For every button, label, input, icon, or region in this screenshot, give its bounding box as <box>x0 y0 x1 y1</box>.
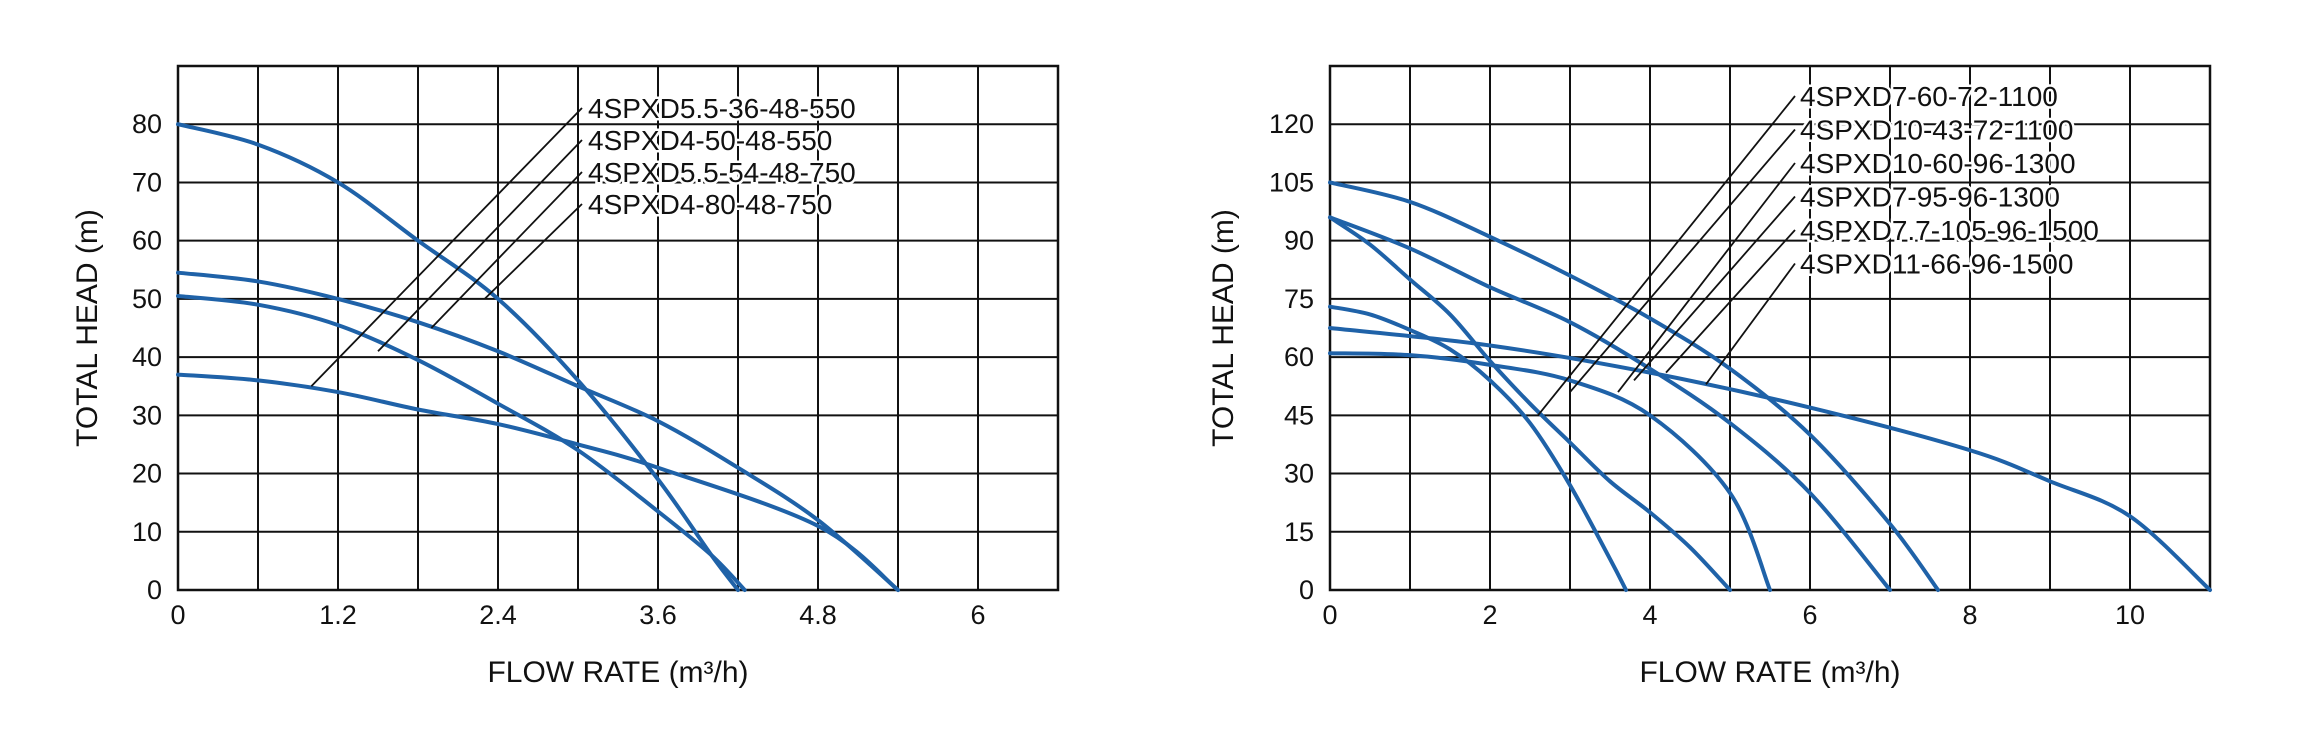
x-tick-label: 10 <box>2115 600 2145 630</box>
x-tick-label: 0 <box>170 600 185 630</box>
legend-label: 4SPXD4-80-48-750 <box>588 189 832 220</box>
x-tick-label: 4 <box>1642 600 1657 630</box>
x-tick-label: 8 <box>1962 600 1977 630</box>
legend-label: 4SPXD5.5-36-48-550 <box>588 93 856 124</box>
leader-line <box>1617 162 1796 393</box>
y-tick-label: 10 <box>132 517 162 547</box>
leader-line <box>377 139 583 352</box>
y-tick-label: 20 <box>132 459 162 489</box>
x-tick-label: 2.4 <box>479 600 517 630</box>
y-tick-label: 90 <box>1284 226 1314 256</box>
curve-4SPXD7-95-96-1300 <box>1328 215 1732 592</box>
leader-line <box>1537 95 1796 416</box>
curve-4SPXD4-50-48-550 <box>176 372 900 592</box>
curve-4SPXD11-66-96-1500 <box>1328 326 2212 592</box>
y-tick-label: 120 <box>1269 109 1314 139</box>
y-tick-label: 30 <box>1284 459 1314 489</box>
y-tick-label: 75 <box>1284 284 1314 314</box>
legend-label: 4SPXD5.5-54-48-750 <box>588 157 856 188</box>
curve-4SPXD10-43-72-1100 <box>1328 351 1772 592</box>
y-tick-label: 50 <box>132 284 162 314</box>
legend-label: 4SPXD7-95-96-1300 <box>1800 182 2060 213</box>
y-tick-label: 70 <box>132 167 162 197</box>
y-tick-label: 60 <box>132 226 162 256</box>
x-tick-label: 6 <box>1802 600 1817 630</box>
legend-label: 4SPXD7-60-72-1100 <box>1800 81 2058 112</box>
legend-label: 4SPXD11-66-96-1500 <box>1800 249 2073 280</box>
leader-line <box>1633 195 1796 381</box>
legend-label: 4SPXD7.7-105-96-1500 <box>1800 215 2099 246</box>
x-tick-label: 3.6 <box>639 600 677 630</box>
y-tick-label: 105 <box>1269 167 1314 197</box>
x-axis-title: FLOW RATE (m³/h) <box>487 656 748 689</box>
curve-4SPXD4-80-48-750 <box>176 293 747 592</box>
leader-line <box>1569 128 1796 393</box>
curve-4SPXD7-60-72-1100 <box>1328 304 1628 592</box>
leader-line <box>310 107 583 387</box>
curve-4SPXD7.7-105-96-1500 <box>1328 180 1940 592</box>
legend-label: 4SPXD10-60-96-1300 <box>1800 148 2076 179</box>
leader-line <box>430 171 583 329</box>
y-tick-label: 80 <box>132 109 162 139</box>
y-tick-label: 0 <box>147 575 162 605</box>
leader-line <box>1665 229 1796 374</box>
x-tick-label: 2 <box>1482 600 1497 630</box>
x-tick-label: 6 <box>970 600 985 630</box>
leader-line <box>484 203 583 300</box>
leader-line <box>1705 262 1796 385</box>
chart-left: 4SPXD5.5-36-48-5504SPXD4-50-48-5504SPXD5… <box>71 64 1060 689</box>
y-tick-label: 40 <box>132 342 162 372</box>
y-tick-label: 0 <box>1299 575 1314 605</box>
curve-4SPXD10-60-96-1300 <box>1328 215 1892 592</box>
curve-4SPXD5.5-36-48-550 <box>176 122 740 592</box>
legend-label: 4SPXD4-50-48-550 <box>588 125 832 156</box>
curve-4SPXD5.5-54-48-750 <box>176 270 900 592</box>
y-tick-label: 15 <box>1284 517 1314 547</box>
plot-frame <box>176 64 1060 592</box>
y-tick-label: 45 <box>1284 400 1314 430</box>
y-tick-label: 30 <box>132 400 162 430</box>
y-axis-title: TOTAL HEAD (m) <box>1207 209 1240 447</box>
x-tick-label: 4.8 <box>799 600 837 630</box>
x-axis-title: FLOW RATE (m³/h) <box>1639 656 1900 689</box>
x-tick-label: 1.2 <box>319 600 357 630</box>
chart-right: 4SPXD7-60-72-11004SPXD10-43-72-11004SPXD… <box>1207 64 2212 689</box>
y-tick-label: 60 <box>1284 342 1314 372</box>
legend-label: 4SPXD10-43-72-1100 <box>1800 115 2073 146</box>
x-tick-label: 0 <box>1322 600 1337 630</box>
y-axis-title: TOTAL HEAD (m) <box>71 209 104 447</box>
